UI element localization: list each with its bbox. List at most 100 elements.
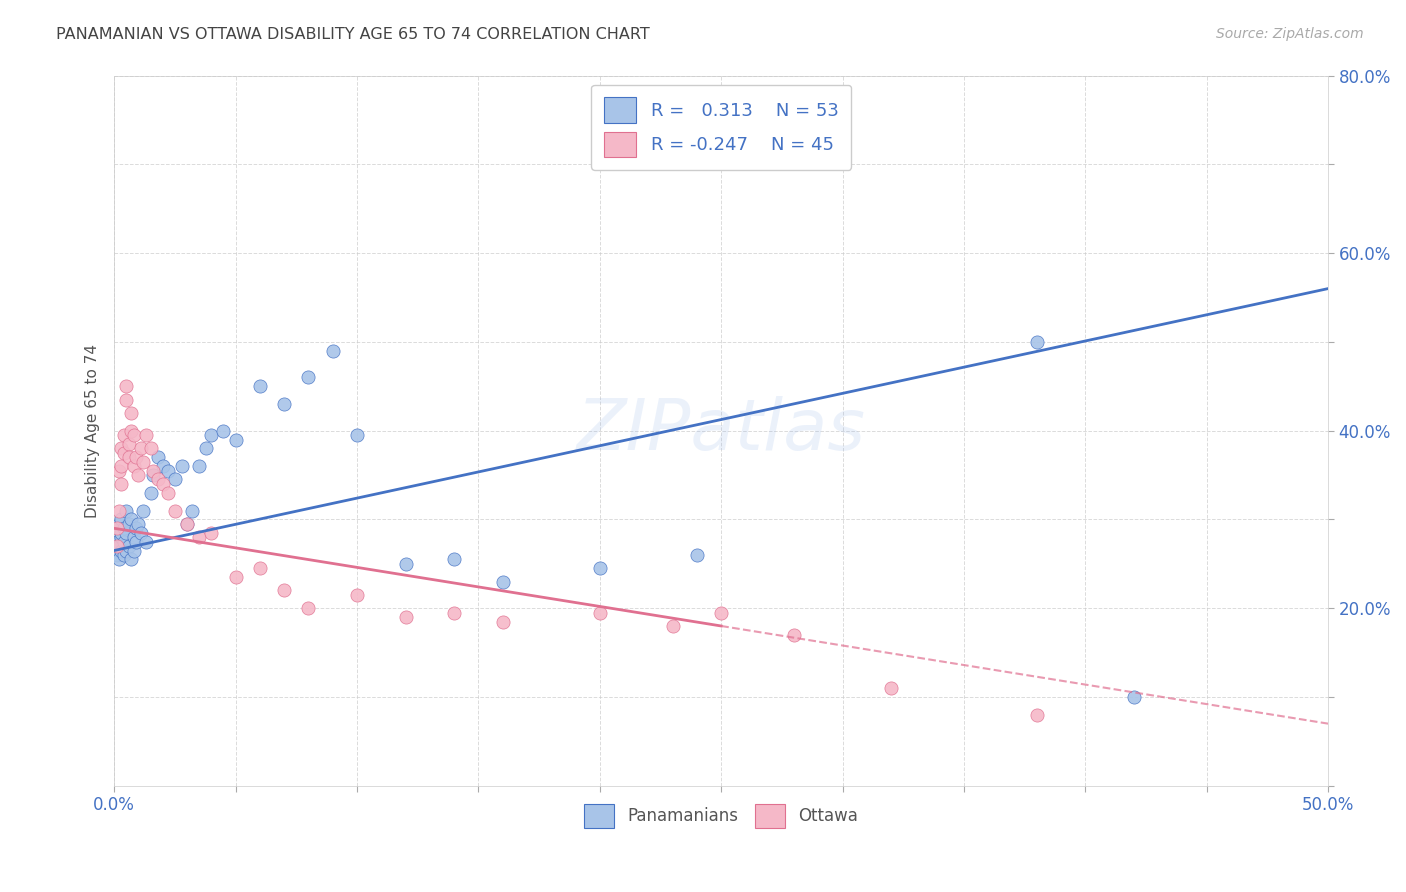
Point — [108, 503, 131, 517]
Point — [225, 570, 247, 584]
Point — [105, 521, 128, 535]
Point — [146, 450, 169, 465]
Point — [1025, 707, 1047, 722]
Text: Source: ZipAtlas.com: Source: ZipAtlas.com — [1216, 27, 1364, 41]
Point — [142, 468, 165, 483]
Point — [108, 516, 131, 531]
Point — [880, 681, 903, 695]
Point — [132, 503, 155, 517]
Point — [110, 477, 132, 491]
Point — [710, 606, 733, 620]
Text: ZIPatlas: ZIPatlas — [576, 396, 866, 465]
Point — [783, 628, 806, 642]
Point — [249, 379, 271, 393]
Point — [110, 459, 132, 474]
Point — [176, 516, 198, 531]
Point — [188, 530, 211, 544]
Point — [118, 437, 141, 451]
Point — [105, 548, 128, 562]
Point — [273, 583, 295, 598]
Point — [139, 485, 162, 500]
Point — [212, 424, 235, 438]
Point — [112, 534, 135, 549]
Point — [176, 516, 198, 531]
Point — [122, 530, 145, 544]
Point — [297, 601, 319, 615]
Point — [125, 534, 148, 549]
Point — [200, 525, 222, 540]
Point — [112, 446, 135, 460]
Text: PANAMANIAN VS OTTAWA DISABILITY AGE 65 TO 74 CORRELATION CHART: PANAMANIAN VS OTTAWA DISABILITY AGE 65 T… — [56, 27, 650, 42]
Point — [108, 539, 131, 553]
Point — [1122, 690, 1144, 704]
Point — [127, 468, 149, 483]
Point — [322, 343, 344, 358]
Point — [172, 459, 194, 474]
Point — [110, 525, 132, 540]
Point — [394, 610, 416, 624]
Point — [195, 442, 218, 456]
Point — [156, 485, 179, 500]
Point — [115, 503, 138, 517]
Point — [118, 450, 141, 465]
Point — [346, 588, 368, 602]
Point — [443, 606, 465, 620]
Point — [108, 552, 131, 566]
Point — [686, 548, 709, 562]
Point — [200, 428, 222, 442]
Point — [491, 615, 513, 629]
Point — [110, 530, 132, 544]
Point — [139, 442, 162, 456]
Point — [249, 561, 271, 575]
Point — [105, 539, 128, 553]
Point — [127, 516, 149, 531]
Point — [112, 428, 135, 442]
Point — [118, 539, 141, 553]
Point — [188, 459, 211, 474]
Point — [120, 406, 142, 420]
Point — [152, 459, 174, 474]
Point — [297, 370, 319, 384]
Point — [394, 557, 416, 571]
Point — [120, 424, 142, 438]
Point — [125, 450, 148, 465]
Point — [589, 606, 612, 620]
Point — [122, 459, 145, 474]
Point — [589, 561, 612, 575]
Point — [661, 619, 683, 633]
Point — [443, 552, 465, 566]
Point — [115, 379, 138, 393]
Point — [118, 516, 141, 531]
Point — [1025, 334, 1047, 349]
Point — [180, 503, 202, 517]
Point — [491, 574, 513, 589]
Point — [115, 543, 138, 558]
Point — [110, 512, 132, 526]
Point — [112, 548, 135, 562]
Point — [156, 464, 179, 478]
Point — [129, 442, 152, 456]
Point — [105, 534, 128, 549]
Point — [110, 543, 132, 558]
Point — [129, 525, 152, 540]
Point — [110, 442, 132, 456]
Point — [120, 512, 142, 526]
Point — [122, 543, 145, 558]
Point — [125, 521, 148, 535]
Point — [163, 473, 186, 487]
Point — [112, 521, 135, 535]
Point — [142, 464, 165, 478]
Point — [163, 503, 186, 517]
Point — [135, 428, 157, 442]
Point — [120, 552, 142, 566]
Point — [108, 464, 131, 478]
Point — [135, 534, 157, 549]
Point — [225, 433, 247, 447]
Point — [115, 525, 138, 540]
Y-axis label: Disability Age 65 to 74: Disability Age 65 to 74 — [86, 343, 100, 517]
Point — [122, 428, 145, 442]
Legend: Panamanians, Ottawa: Panamanians, Ottawa — [578, 797, 865, 834]
Point — [346, 428, 368, 442]
Point — [146, 473, 169, 487]
Point — [273, 397, 295, 411]
